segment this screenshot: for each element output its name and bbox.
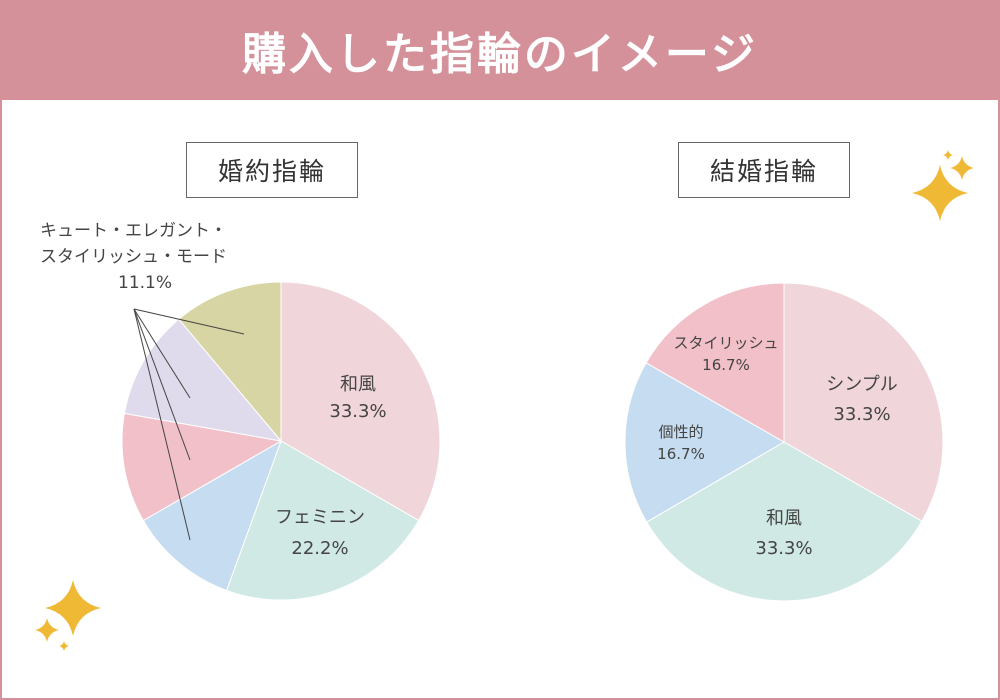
group-label: キュート・エレガント・ スタイリッシュ・モード 11.1%	[40, 218, 227, 296]
pie-slice	[624, 362, 785, 523]
slice-label: 個性的	[658, 423, 703, 441]
sparkle-icon	[950, 156, 974, 180]
pie-slice	[121, 412, 283, 522]
leader-line	[133, 308, 191, 399]
slice-value-label: 16.7%	[657, 445, 705, 463]
leader-line	[133, 308, 245, 335]
slice-label: スタイリッシュ	[673, 334, 778, 352]
pie-slice	[225, 440, 420, 601]
pie-slice	[280, 281, 441, 522]
group-label-value: 11.1%	[118, 273, 173, 293]
sparkle-icon	[59, 641, 69, 651]
sparkle-icon	[35, 618, 59, 642]
group-label-line1: キュート・エレガント・	[40, 221, 227, 241]
slice-label: 和風	[766, 508, 802, 529]
slice-value-label: 33.3%	[755, 538, 812, 559]
leader-line	[133, 308, 191, 541]
pie-slice	[142, 439, 282, 592]
pie-slice	[645, 282, 785, 443]
pie-slice	[783, 282, 944, 522]
slice-label: フェミニン	[275, 507, 365, 528]
pie-slice	[645, 441, 923, 602]
slice-value-label: 22.2%	[291, 538, 348, 559]
group-label-line2: スタイリッシュ・モード	[40, 247, 227, 267]
slice-value-label: 16.7%	[702, 356, 750, 374]
header-banner: 購入した指輪のイメージ	[0, 0, 1000, 100]
slice-label: 和風	[340, 374, 376, 395]
sparkle-icon	[943, 150, 953, 160]
pie-slice	[123, 318, 283, 442]
slice-value-label: 33.3%	[833, 404, 890, 425]
sparkle-icon	[912, 165, 968, 221]
slice-label: シンプル	[826, 374, 897, 395]
slice-value-label: 33.3%	[329, 401, 386, 422]
chart-title-wedding: 結婚指輪	[678, 142, 850, 198]
pie-slice	[178, 281, 282, 443]
sparkle-icon	[45, 580, 101, 636]
leader-line	[133, 308, 191, 461]
page-title: 購入した指輪のイメージ	[241, 29, 759, 80]
chart-title-engagement: 婚約指輪	[186, 142, 358, 198]
